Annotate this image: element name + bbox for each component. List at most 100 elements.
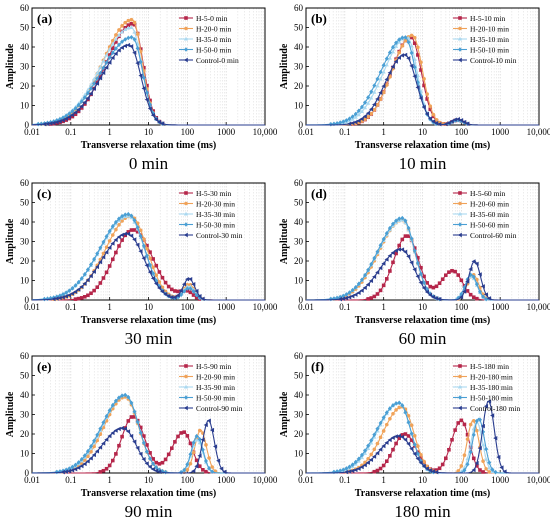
data-point <box>409 33 414 38</box>
data-point <box>338 120 343 125</box>
data-point <box>63 294 68 299</box>
data-point <box>101 70 106 76</box>
data-point <box>459 464 464 468</box>
y-tick-label: 10 <box>294 276 304 286</box>
data-point <box>393 434 398 439</box>
data-point <box>126 23 131 27</box>
data-point <box>359 109 365 114</box>
data-point <box>350 287 355 293</box>
data-point <box>366 446 371 450</box>
data-point <box>453 269 457 274</box>
y-tick-label: 50 <box>294 371 304 381</box>
legend-label: H-35-0 min <box>196 35 231 44</box>
data-point <box>421 463 426 469</box>
data-point <box>474 460 479 466</box>
data-point <box>154 263 159 268</box>
data-point <box>110 402 115 408</box>
data-point <box>95 76 100 81</box>
data-point <box>390 250 395 255</box>
data-point <box>384 56 389 61</box>
data-point <box>160 460 165 465</box>
x-tick-label: 0.01 <box>298 127 314 137</box>
legend-label: H-20-90 min <box>196 373 235 382</box>
data-point <box>176 289 180 294</box>
x-axis-label: Transverse relaxation time (ms) <box>81 315 216 326</box>
data-point <box>151 457 155 461</box>
data-point <box>350 114 355 119</box>
data-point <box>372 108 377 112</box>
data-point <box>425 281 429 285</box>
data-point <box>176 434 180 439</box>
data-point <box>104 413 109 419</box>
data-point <box>338 468 343 474</box>
data-point <box>400 237 405 242</box>
y-tick-label: 20 <box>294 256 304 266</box>
data-point <box>365 282 370 287</box>
data-point <box>166 284 171 289</box>
data-point <box>104 234 109 239</box>
data-point <box>362 462 367 468</box>
data-point <box>400 403 405 408</box>
data-point <box>132 218 137 223</box>
data-point <box>141 256 146 261</box>
data-point <box>477 417 482 422</box>
data-point <box>219 466 224 471</box>
data-point <box>138 73 143 78</box>
data-point <box>129 213 134 219</box>
data-point <box>416 444 420 448</box>
data-point <box>378 447 383 452</box>
y-tick-label: 40 <box>294 217 304 227</box>
data-point <box>465 279 470 284</box>
y-tick-label: 0 <box>299 120 304 130</box>
data-point <box>381 443 386 449</box>
data-point <box>160 121 165 126</box>
data-point <box>462 422 467 427</box>
legend-label: Control-60 min <box>470 231 517 240</box>
data-point <box>91 86 96 91</box>
data-point <box>409 260 414 265</box>
data-point <box>172 295 177 300</box>
legend-entry: H-50-180 min <box>453 394 513 403</box>
data-point <box>126 42 131 48</box>
data-point <box>63 469 68 474</box>
data-point <box>123 392 128 398</box>
data-point <box>94 264 100 270</box>
data-point <box>135 229 140 234</box>
data-point <box>120 238 124 242</box>
data-point <box>117 443 121 448</box>
x-tick-label: 1000 <box>217 127 236 137</box>
data-point <box>353 292 358 297</box>
data-point <box>372 469 377 474</box>
data-point <box>129 228 134 232</box>
data-point <box>362 114 367 119</box>
data-point <box>449 119 454 124</box>
data-point <box>116 234 121 240</box>
data-point <box>98 64 103 69</box>
data-point <box>378 288 383 293</box>
data-point <box>409 35 414 40</box>
data-point <box>397 400 402 406</box>
data-point <box>366 443 371 449</box>
data-point <box>98 445 103 450</box>
legend-marker <box>457 384 463 389</box>
data-point <box>490 467 495 472</box>
data-point <box>465 121 470 126</box>
data-point <box>91 269 96 274</box>
data-point <box>132 37 137 42</box>
data-point <box>48 121 53 126</box>
panel-a: 0 10 20 30 40 50 60 0.01 0.1 1 10 100 1000 10,000 Ampl… <box>5 3 278 173</box>
legend-label: H-35-90 min <box>196 383 235 392</box>
data-point <box>434 468 439 472</box>
data-point <box>82 281 87 286</box>
data-point <box>153 117 159 122</box>
data-point <box>157 270 162 274</box>
data-point <box>85 96 90 101</box>
data-point <box>147 464 152 470</box>
data-point <box>104 245 109 249</box>
data-point <box>70 285 75 291</box>
x-tick-label: 10,000 <box>253 302 278 312</box>
data-point <box>135 445 140 451</box>
data-point <box>148 256 152 261</box>
data-point <box>110 38 115 43</box>
